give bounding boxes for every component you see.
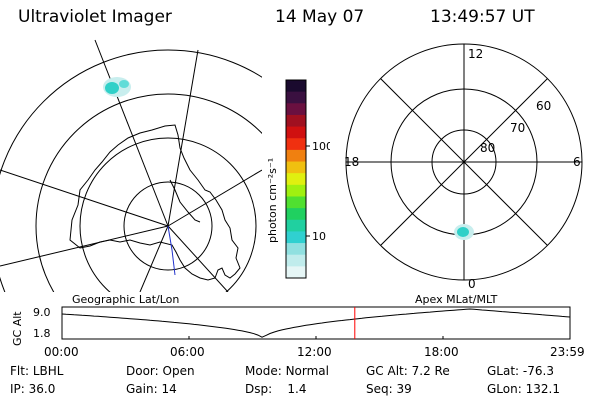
lat-circle-inner (123, 181, 213, 271)
coastline (69, 124, 241, 281)
info-door: Door: Open (126, 364, 195, 378)
colorbar-segment (286, 266, 306, 279)
geographic-label: Geographic Lat/Lon (72, 293, 180, 306)
colorbar-segment (286, 254, 306, 267)
info-gc-alt: GC Alt: 7.2 Re (366, 364, 450, 378)
colorbar-segment (286, 103, 306, 116)
mlt-line-diagonal (380, 78, 548, 246)
colorbar-segment (286, 126, 306, 139)
colorbar-segment (286, 161, 306, 174)
meridian-line (0, 169, 169, 227)
meridian-line (167, 49, 199, 227)
aurora-spot (454, 224, 474, 240)
mlt-label-18: 18 (344, 155, 359, 169)
info-mode: Mode: Normal (245, 364, 329, 378)
info-dsp: Dsp: 1.4 (245, 382, 307, 396)
mlt-label-0: 0 (468, 277, 476, 291)
geographic-map (0, 39, 262, 292)
lat-circle-far (0, 49, 262, 292)
meridian-line (167, 225, 229, 292)
meridian-line (94, 39, 169, 227)
colorbar-segment (286, 91, 306, 104)
colorbar-gradient (286, 80, 306, 279)
altitude-ytick-low: 1.8 (33, 327, 51, 340)
altitude-curve (61, 308, 571, 338)
xtick-0000: 00:00 (44, 345, 79, 359)
coastline-peninsula (169, 179, 201, 223)
info-gain: Gain: 14 (126, 382, 177, 396)
colorbar-segment (286, 196, 306, 209)
mlt-label-6: 6 (573, 155, 581, 169)
apex-label: Apex MLat/MLT (415, 293, 498, 306)
lat-circle-mid (79, 137, 257, 292)
time-label: 13:49:57 UT (430, 7, 535, 27)
altitude-plot-frame (61, 306, 571, 340)
info-flt: Flt: LBHL (10, 364, 64, 378)
colorbar-segment (286, 231, 306, 244)
colorbar-segment (286, 184, 306, 197)
colorbar-segment (286, 173, 306, 186)
colorbar-tick-10: 10 (312, 230, 326, 243)
colorbar-unit-label: photon cm⁻²s⁻¹ (266, 158, 279, 243)
altitude-ytick-high: 9.0 (33, 306, 51, 319)
mlat-label-70: 70 (510, 121, 525, 135)
magnetic-map: 12 18 6 0 60 70 80 (344, 43, 583, 291)
xtick-1200: 12:00 (297, 345, 332, 359)
mlat-label-80: 80 (480, 141, 495, 155)
app-title: Ultraviolet Imager (18, 7, 172, 27)
colorbar-segment (286, 114, 306, 128)
meridian-line (139, 225, 169, 292)
info-glat: GLat: -76.3 (487, 364, 554, 378)
lat-circle-outer (35, 93, 262, 292)
info-ip: IP: 36.0 (10, 382, 56, 396)
colorbar-tick-100: 100 (312, 140, 330, 153)
mlt-label-12: 12 (468, 47, 483, 61)
altitude-plot: GC Alt 9.0 1.8 (11, 306, 571, 346)
info-glon: GLon: 132.1 (487, 382, 560, 396)
colorbar: 100 10 photon cm⁻²s⁻¹ (266, 79, 330, 279)
altitude-ylabel: GC Alt (11, 311, 24, 346)
coastline-line (167, 225, 176, 276)
xtick-0600: 06:00 (170, 345, 205, 359)
colorbar-segment (286, 80, 306, 93)
mlat-label-60: 60 (536, 99, 551, 113)
xtick-1800: 18:00 (424, 345, 459, 359)
aurora-emission (103, 77, 131, 97)
colorbar-segment (286, 243, 306, 256)
colorbar-segment (286, 138, 306, 151)
colorbar-segment (286, 149, 306, 163)
meridian-line (0, 225, 169, 267)
info-seq: Seq: 39 (366, 382, 412, 396)
date-label: 14 May 07 (275, 7, 365, 27)
colorbar-segment (286, 219, 306, 232)
xtick-2359: 23:59 (550, 345, 585, 359)
colorbar-segment (286, 208, 306, 221)
